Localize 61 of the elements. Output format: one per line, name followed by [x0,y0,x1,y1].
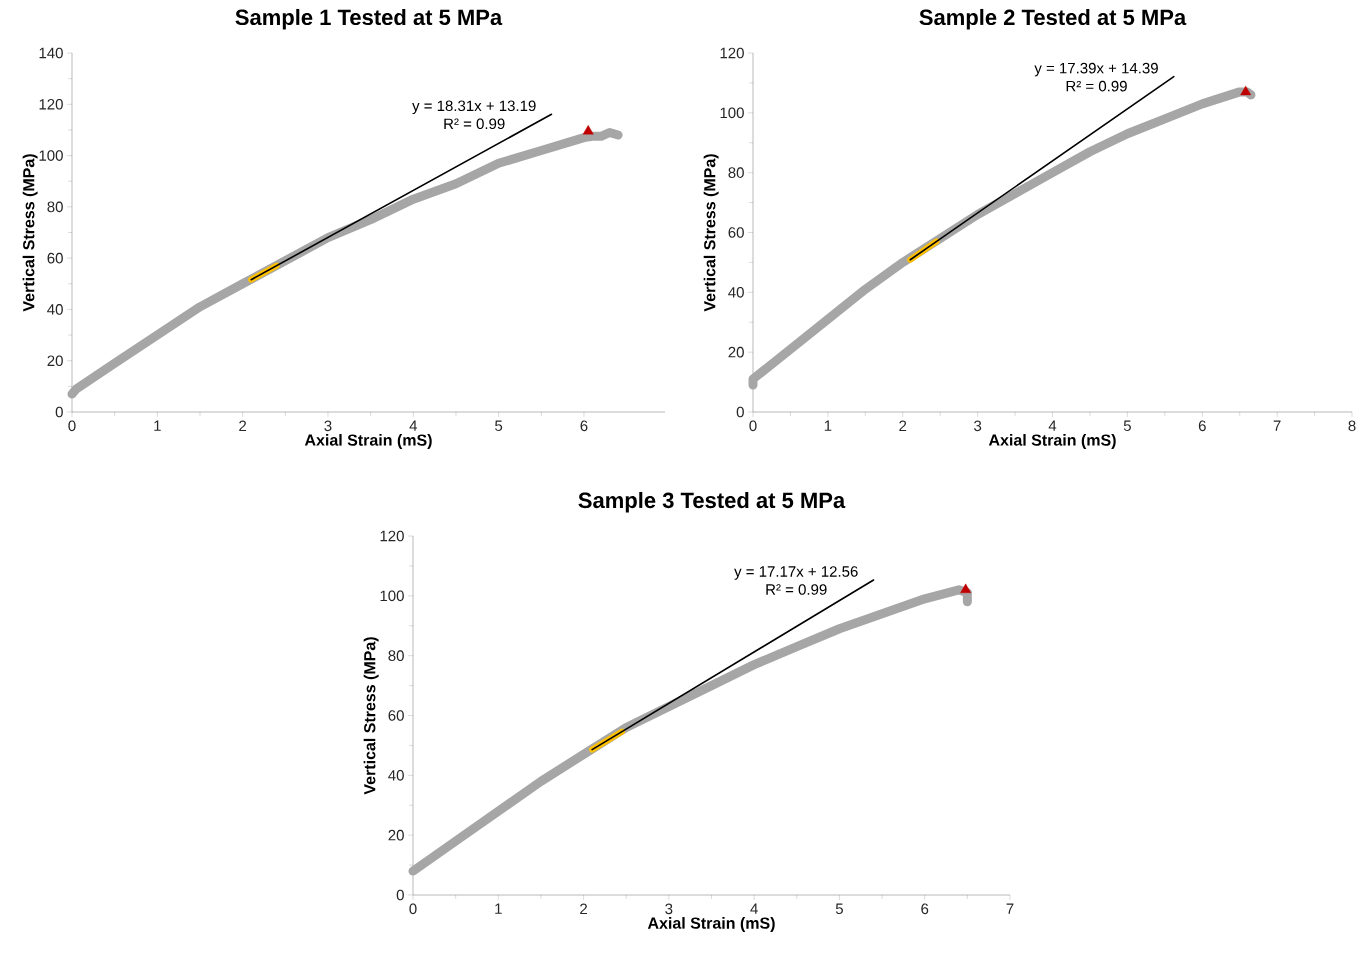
x-tick-label: 8 [1348,420,1356,432]
x-tick-label: 3 [974,420,982,432]
y-tick-label: 40 [388,770,404,781]
chart-title: Sample 3 Tested at 5 MPa [578,491,846,513]
chart-title: Sample 2 Tested at 5 MPa [919,8,1187,30]
x-tick-label: 1 [154,420,161,431]
y-axis-title: Vertical Stress (MPa) [703,154,719,312]
y-tick-label: 0 [55,406,63,418]
y-tick-label: 120 [39,98,63,110]
x-tick-label: 0 [749,420,757,432]
x-tick-label: 7 [1273,420,1281,431]
x-tick-label: 0 [68,420,76,432]
y-axis-title: Vertical Stress (MPa) [22,154,38,312]
annotation: y = 17.39x + 14.39 [1034,62,1158,77]
y-tick-label: 80 [47,201,63,213]
x-tick-label: 7 [1006,903,1014,914]
y-tick-label: 20 [388,829,404,841]
y-tick-label: 0 [736,406,744,418]
y-tick-label: 120 [380,530,404,542]
y-tick-label: 40 [728,287,744,298]
y-tick-label: 20 [47,355,63,367]
x-tick-label: 5 [495,420,503,431]
annotation: R² = 0.99 [1066,80,1127,92]
x-tick-label: 4 [409,420,418,431]
y-tick-label: 80 [728,167,744,178]
y-tick-label: 0 [396,889,404,901]
x-tick-label: 1 [824,420,832,431]
x-tick-label: 6 [580,420,588,432]
y-tick-label: 120 [720,47,744,59]
y-tick-label: 100 [39,150,63,161]
x-tick-label: 2 [580,903,587,915]
x-tick-label: 5 [835,903,843,915]
y-tick-label: 80 [388,650,404,661]
x-tick-label: 5 [1123,420,1131,431]
x-axis-title: Axial Strain (mS) [988,434,1116,449]
x-tick-label: 3 [324,420,332,432]
y-tick-label: 140 [39,47,63,59]
annotation: y = 18.31x + 13.19 [412,100,536,115]
x-tick-label: 6 [1198,420,1206,432]
y-tick-label: 100 [380,590,404,602]
y-tick-label: 60 [728,227,744,238]
x-axis-title: Axial Strain (mS) [304,434,432,449]
y-tick-label: 20 [728,346,744,358]
y-tick-label: 60 [47,252,63,264]
x-tick-label: 1 [495,903,502,914]
x-tick-label: 4 [1048,420,1057,431]
x-tick-label: 3 [665,903,673,915]
x-axis-title: Axial Strain (mS) [647,917,775,932]
x-tick-label: 6 [921,903,929,915]
y-axis-title: Vertical Stress (MPa) [363,637,379,795]
x-tick-label: 4 [750,903,758,914]
x-tick-label: 2 [899,420,907,432]
y-tick-label: 60 [388,710,404,721]
y-tick-label: 100 [720,107,744,119]
annotation: R² = 0.99 [444,118,505,130]
annotation: R² = 0.99 [766,584,827,595]
x-tick-label: 2 [239,420,247,432]
x-tick-label: 0 [409,903,417,915]
chart-title: Sample 1 Tested at 5 MPa [235,8,503,30]
annotation: y = 17.17x + 12.56 [734,566,858,580]
y-tick-label: 40 [47,304,63,315]
